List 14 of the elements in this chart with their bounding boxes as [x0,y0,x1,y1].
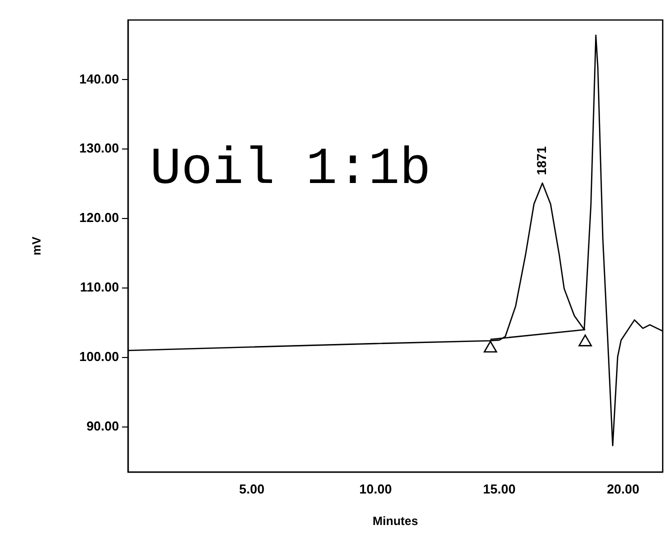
x-tick-label: 20.00 [606,481,640,496]
y-tick-label: 90.00 [86,418,119,434]
y-tick-label: 100.00 [79,349,119,364]
x-axis-title: Minutes [372,514,418,528]
y-axis-title: mV [30,236,44,256]
y-tick-label: 130.00 [79,140,119,156]
y-tick-label: 140.00 [79,71,119,86]
x-tick-label: 10.00 [359,481,392,496]
x-tick-label: 5.00 [239,481,264,496]
x-tick-label: 15.00 [483,481,516,496]
annotation: 1871 [534,146,549,176]
y-tick-label: 110.00 [80,280,119,295]
y-tick-label: 120.00 [79,210,119,226]
annotation: Uoil 1:1b [150,140,431,199]
